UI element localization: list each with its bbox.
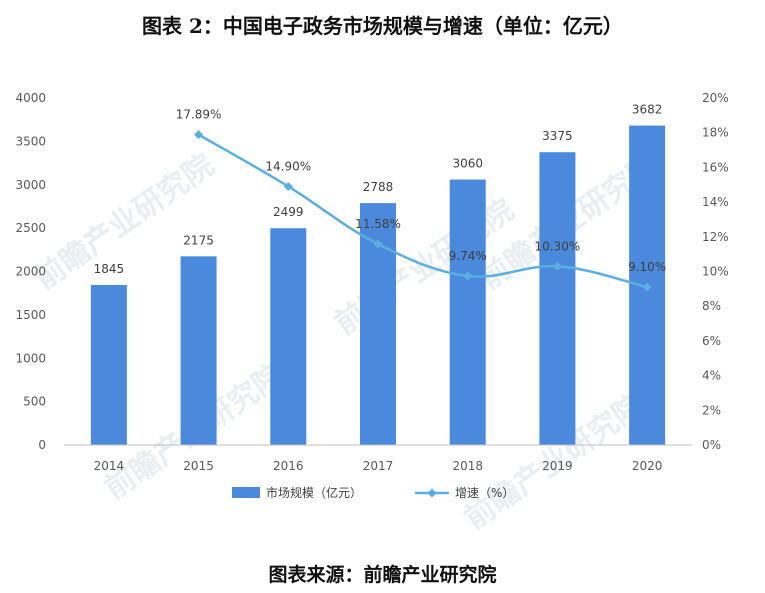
line-series [194, 130, 652, 292]
y-right-tick: 12% [702, 230, 729, 244]
y-left-tick: 2500 [15, 221, 46, 235]
axes: 2014 2015 2016 2017 2018 2019 2020 0 500 1000 1500… [15, 91, 728, 473]
bar-2014 [90, 284, 127, 445]
bar-2018 [449, 179, 486, 446]
line-marker-2018 [463, 271, 473, 281]
legend-bar-swatch [232, 487, 260, 498]
line-marker-2017 [373, 239, 383, 249]
y-left-tick: 1500 [15, 308, 46, 322]
x-tick-2016: 2016 [273, 459, 304, 473]
line-marker-2019 [552, 261, 562, 271]
line-label-2017: 11.58% [355, 217, 401, 231]
y-right-tick: 8% [702, 299, 721, 313]
legend-bar-label: 市场规模（亿元） [266, 485, 362, 500]
line-labels: 17.89% 14.90% 11.58% 9.74% 10.30% 9.10% [176, 108, 667, 275]
bar-label-2017: 2788 [363, 180, 394, 194]
y-right-tick: 2% [702, 403, 721, 417]
bar-labels: 1845 2175 2499 2788 3060 3375 3682 [94, 103, 663, 276]
y-right-tick: 20% [702, 91, 729, 105]
bar-2019 [539, 152, 576, 445]
bar-label-2015: 2175 [183, 233, 214, 247]
bar-series [90, 125, 666, 446]
line-label-2016: 14.90% [265, 159, 311, 173]
line-label-2018: 9.74% [449, 249, 487, 263]
y-right-tick: 6% [702, 334, 721, 348]
x-tick-2018: 2018 [452, 459, 483, 473]
x-tick-2019: 2019 [542, 459, 573, 473]
y-right-tick: 0% [702, 438, 721, 452]
y-left-tick: 500 [23, 395, 46, 409]
legend-line-label: 增速（%） [455, 486, 514, 500]
line-label-2015: 17.89% [176, 108, 222, 122]
y-left-tick: 4000 [15, 91, 46, 105]
line-label-2020: 9.10% [628, 260, 666, 274]
growth-line [197, 133, 648, 289]
y-right-tick: 18% [702, 126, 729, 140]
y-right-tick: 16% [702, 160, 729, 174]
x-tick-2017: 2017 [363, 459, 394, 473]
line-marker-2020 [642, 282, 652, 292]
line-label-2019: 10.30% [535, 239, 581, 253]
bar-2016 [270, 228, 307, 445]
y-right-tick: 10% [702, 265, 729, 279]
line-marker-2015 [194, 130, 204, 140]
legend-line-marker [427, 488, 437, 498]
line-marker-2016 [283, 181, 293, 191]
bar-2017 [360, 203, 396, 445]
chart-title: 图表 2：中国电子政务市场规模与增速（单位：亿元） [142, 14, 623, 38]
bar-label-2014: 1845 [94, 262, 125, 276]
x-tick-2015: 2015 [183, 459, 214, 473]
bar-label-2019: 3375 [542, 129, 573, 143]
y-left-tick: 2000 [15, 265, 46, 279]
bar-2015 [180, 256, 217, 445]
y-left-tick: 3500 [15, 134, 46, 148]
x-tick-2020: 2020 [632, 459, 663, 473]
y-right-tick: 14% [702, 195, 729, 209]
chart-source: 图表来源：前瞻产业研究院 [268, 564, 497, 586]
bar-label-2016: 2499 [273, 205, 304, 219]
y-left-tick: 0 [38, 438, 46, 452]
legend: 市场规模（亿元） 增速（%） [232, 485, 514, 500]
bar-label-2018: 3060 [452, 157, 483, 171]
bar-label-2020: 3682 [632, 103, 663, 117]
x-tick-2014: 2014 [94, 459, 125, 473]
y-right-tick: 4% [702, 369, 721, 383]
y-left-tick: 3000 [15, 178, 46, 192]
y-left-tick: 1000 [15, 351, 46, 365]
